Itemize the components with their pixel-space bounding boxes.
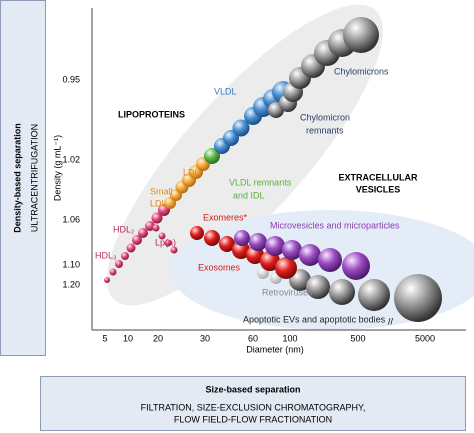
label: Retroviruses [262,287,313,297]
x-tick-label: 500 [350,333,365,343]
x-tick-label: 5 [102,333,107,343]
sphere [329,279,355,305]
axis-break: // [388,316,394,326]
label: VLDL [214,86,237,96]
sphere [234,230,250,246]
x-tick-label: 5000 [415,333,435,343]
sphere [151,212,163,224]
label: Exosomes [198,262,241,272]
sphere [282,240,302,260]
sphere [343,17,379,53]
x-tick-label: 100 [282,333,297,343]
sphere [204,148,220,164]
label: Small [150,186,173,196]
sphere [170,246,178,254]
panel-subtitle: ULTRACENTRIFUGATION [29,124,39,232]
label: VESICLES [356,184,401,194]
sphere [318,248,342,272]
panel-text: FLOW FIELD-FLOW FRACTIONATION [174,414,332,424]
label: Chylomicrons [334,66,389,76]
y-tick-label: 1.20 [62,279,80,289]
panel-text: FILTRATION, SIZE-EXCLUSION CHROMATOGRAPH… [141,402,366,412]
sphere [275,257,297,279]
sphere [132,235,142,245]
sphere [265,236,285,256]
axis-label: Diameter (nm) [246,344,304,354]
sphere [145,221,155,231]
sphere [232,241,250,259]
panel-title: Density-based separation [12,123,22,233]
label: Chylomicron [300,112,350,122]
label: and IDL [233,190,265,200]
sphere [126,243,136,253]
density-panel [0,0,46,356]
x-tick-label: 20 [153,333,163,343]
label: Apoptotic EVs and apoptotic bodies [243,314,386,324]
sphere [394,274,442,322]
panel-title: Size-based separation [205,384,300,394]
sphere [232,119,250,137]
sphere [249,233,267,251]
x-tick-label: 60 [248,333,258,343]
sphere [115,260,123,268]
sphere [190,226,204,240]
sphere [152,224,160,232]
size-panel [40,376,466,431]
label: VLDL remnants [229,177,292,187]
sphere [358,279,390,311]
label: HDL₂ [113,224,135,234]
sphere [104,277,110,283]
x-tick-label: 10 [123,333,133,343]
sphere [204,230,220,246]
label: Lp(a) [155,237,176,247]
lipoprotein-zone [107,4,383,306]
label: HDL₃ [95,250,117,260]
label: Microvesicles and microparticles [270,220,400,230]
label: LIPOPROTEINS [118,109,185,119]
label: LDL [183,167,200,177]
sphere [121,252,129,260]
sphere [219,236,235,252]
y-tick-label: 1.06 [62,214,80,224]
sphere [138,228,148,238]
sphere [299,244,321,266]
axis-label: Density (g mL⁻¹) [52,135,62,201]
sphere [158,232,166,240]
sphere [306,275,330,299]
x-tick-label: 30 [200,333,210,343]
label: Exomeres* [203,212,248,222]
y-tick-label: 1.10 [62,259,80,269]
sphere [109,268,117,276]
y-tick-label: 1.02 [62,154,80,164]
sphere [342,252,370,280]
sphere [164,239,172,247]
label: LDL [150,198,167,208]
label: EXTRACELLULAR [339,172,418,182]
label: remnants [306,125,344,135]
y-tick-label: 0.95 [62,74,80,84]
